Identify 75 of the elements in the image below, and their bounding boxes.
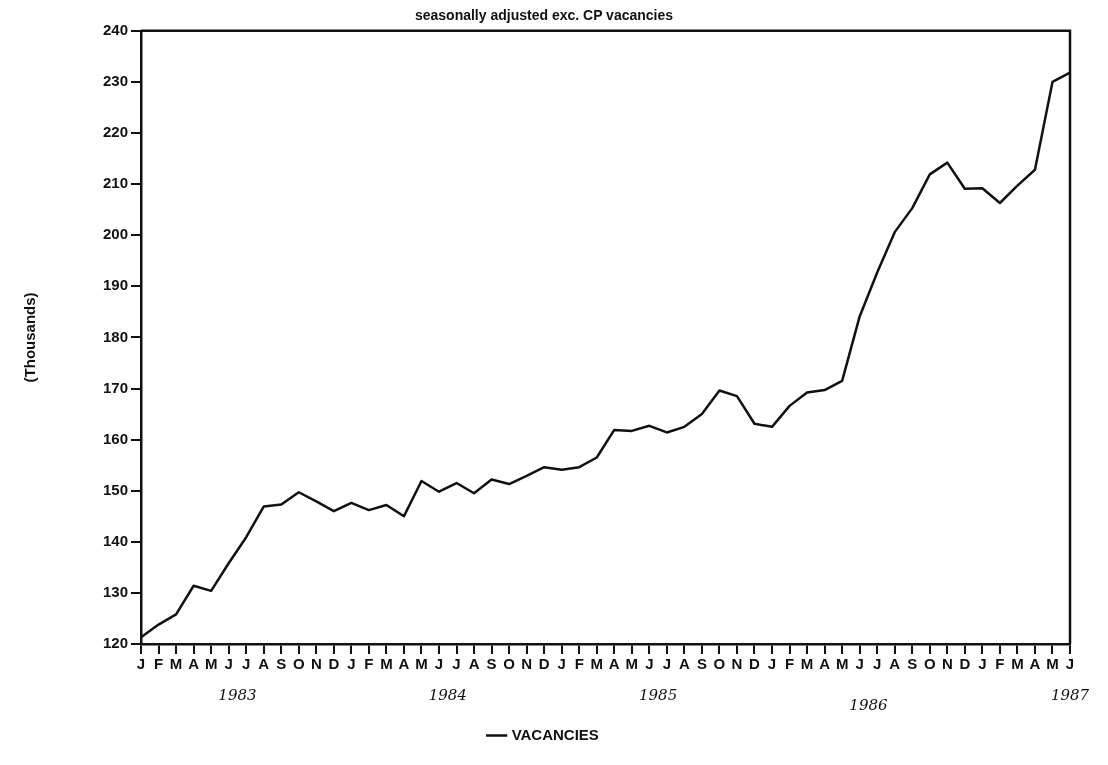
x-tick-label: D <box>749 655 761 673</box>
x-tick-label: J <box>978 655 987 673</box>
y-tick-label: 220 <box>103 123 129 141</box>
x-tick-label: A <box>608 655 620 673</box>
x-tick-label: J <box>347 655 356 673</box>
y-tick-label: 120 <box>103 634 129 652</box>
x-tick-label: J <box>662 655 672 673</box>
x-tick-label: F <box>784 655 795 673</box>
y-tick-label: 180 <box>103 327 129 345</box>
x-tick-label: J <box>452 655 461 673</box>
x-tick-label: M <box>204 655 218 673</box>
x-tick-label: O <box>923 655 936 673</box>
x-tick-label: S <box>696 655 707 673</box>
x-tick-label: A <box>188 655 200 673</box>
x-tick-label: O <box>292 655 305 673</box>
x-tick-label: S <box>907 655 918 673</box>
x-tick-label: F <box>574 655 584 673</box>
y-axis-title: (Thousands) <box>21 292 39 383</box>
y-tick-label: 150 <box>103 480 129 498</box>
y-tick-label: 230 <box>103 72 129 90</box>
x-tick-label: J <box>242 655 251 673</box>
y-tick-label: 190 <box>103 276 129 294</box>
text: 1983 <box>218 685 257 704</box>
x-tick-label: N <box>941 655 953 673</box>
y-tick-label: 200 <box>103 225 129 243</box>
x-tick-label: A <box>468 655 480 673</box>
x-tick-label: M <box>800 655 814 673</box>
x-tick-label: M <box>835 655 849 673</box>
x-tick-label: M <box>625 655 639 673</box>
text: 1984 <box>428 685 467 704</box>
x-tick-label: J <box>557 655 566 673</box>
x-tick-label: F <box>364 655 374 673</box>
x-tick-label: M <box>590 655 603 673</box>
x-tick-label: M <box>1011 655 1024 673</box>
x-tick-label: A <box>819 655 831 673</box>
x-tick-label: D <box>959 655 971 673</box>
text: 1986 <box>849 695 888 714</box>
x-tick-label: A <box>258 655 270 673</box>
x-tick-label: O <box>713 655 726 673</box>
x-tick-label: J <box>873 655 882 673</box>
x-tick-label: N <box>731 655 743 673</box>
x-tick-label: M <box>380 655 393 673</box>
x-tick-label: J <box>224 655 233 673</box>
x-tick-label: J <box>1065 655 1075 673</box>
x-tick-label: A <box>889 655 901 673</box>
x-tick-label: S <box>486 655 497 673</box>
x-tick-label: D <box>538 655 550 673</box>
y-tick-label: 170 <box>103 378 129 396</box>
x-tick-label: M <box>169 655 183 673</box>
x-tick-label: J <box>136 655 146 673</box>
y-tick-label: 140 <box>103 531 129 549</box>
legend-label: VACANCIES <box>511 725 599 743</box>
x-tick-label: N <box>521 655 533 673</box>
x-tick-label: D <box>328 655 340 673</box>
y-tick-label: 240 <box>103 20 129 38</box>
y-tick-label: 160 <box>103 429 129 447</box>
chart-title: seasonally adjusted exc. CP vacancies <box>414 7 674 24</box>
y-tick-label: 130 <box>103 583 129 601</box>
x-tick-label: F <box>153 655 164 673</box>
x-tick-label: J <box>855 655 864 673</box>
x-tick-label: J <box>645 655 654 673</box>
x-tick-label: J <box>767 655 777 673</box>
x-tick-label: O <box>503 655 516 673</box>
x-tick-label: F <box>995 655 1005 673</box>
x-tick-label: M <box>415 655 428 673</box>
x-tick-label: A <box>678 655 690 673</box>
x-tick-label: M <box>1046 655 1059 673</box>
x-tick-label: N <box>310 655 322 673</box>
x-tick-label: S <box>276 655 287 673</box>
x-tick-label: J <box>434 655 444 673</box>
x-tick-label: A <box>398 655 410 673</box>
text: 1987 <box>1050 685 1090 704</box>
x-tick-label: A <box>1029 655 1041 673</box>
y-tick-label: 210 <box>103 174 129 192</box>
text: 1985 <box>639 685 678 704</box>
